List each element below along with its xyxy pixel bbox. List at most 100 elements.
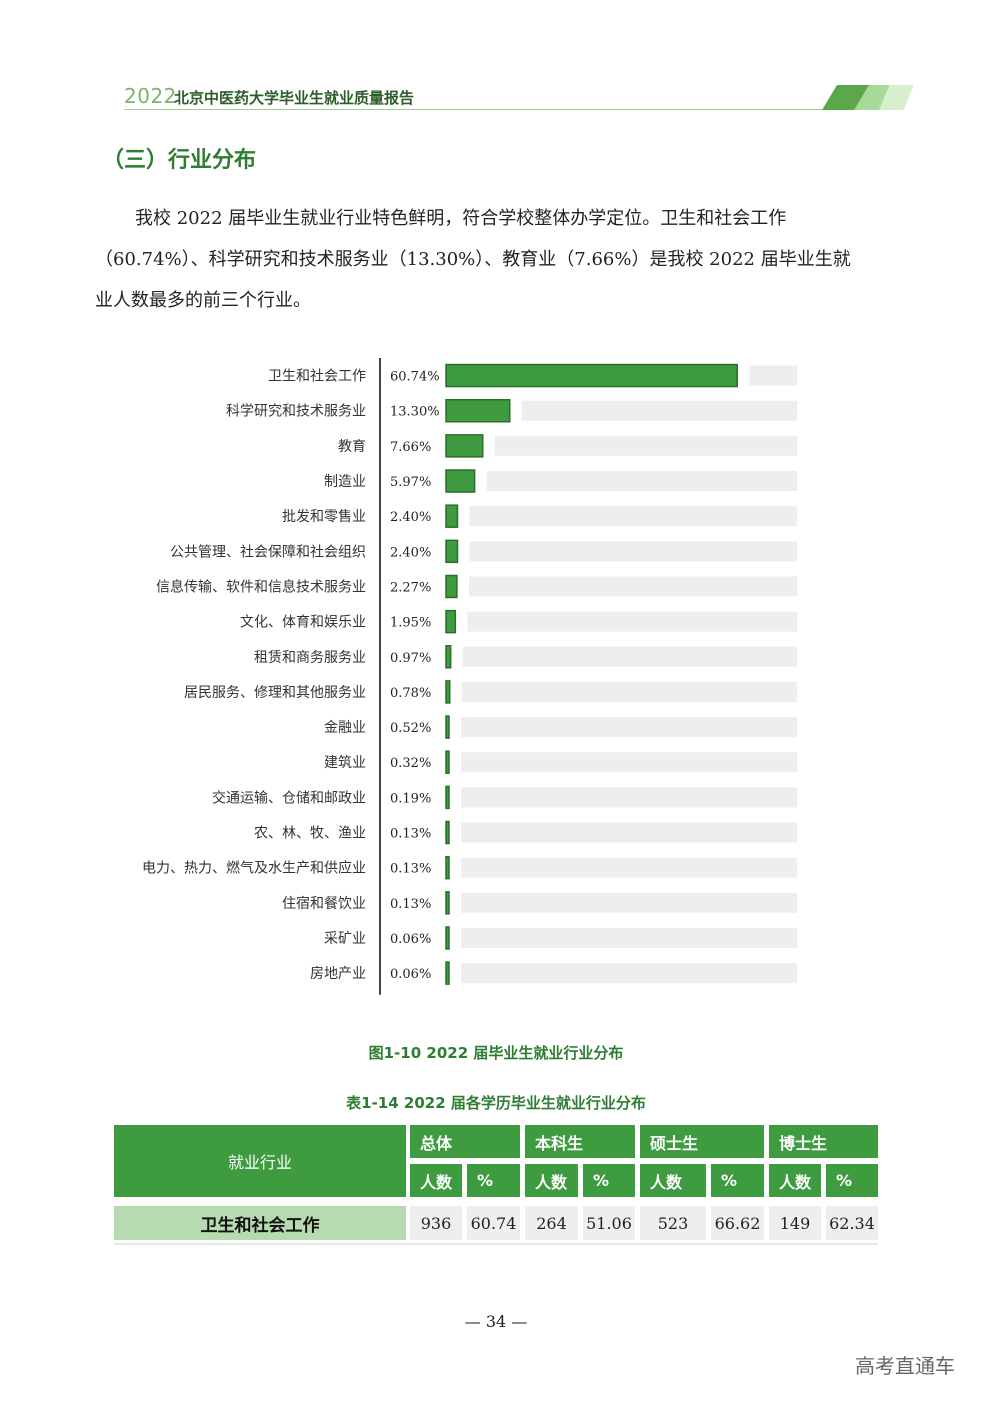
- category-label: 公共管理、社会保障和社会组织: [170, 544, 366, 560]
- table-cell: 60.74: [467, 1206, 520, 1240]
- subheader-percent: %: [467, 1164, 520, 1197]
- bar-track: [494, 435, 797, 456]
- subheader-count: 人数: [525, 1164, 578, 1197]
- group-header-total: 总体: [410, 1125, 520, 1158]
- subheader-count: 人数: [640, 1164, 706, 1197]
- data-label: 0.13%: [390, 897, 431, 912]
- table-cell: 149: [769, 1206, 821, 1240]
- page-number: — 34 —: [464, 1312, 528, 1331]
- data-label: 2.40%: [390, 510, 431, 525]
- bar-track: [461, 681, 797, 702]
- subheader-percent: %: [583, 1164, 635, 1197]
- table-bottom-rule: [114, 1243, 878, 1245]
- table-cell: 264: [525, 1206, 578, 1240]
- bar: [445, 574, 458, 599]
- bar: [445, 504, 459, 528]
- data-label: 0.13%: [390, 827, 431, 842]
- category-label: 租赁和商务服务业: [254, 650, 366, 666]
- bar-track: [461, 717, 797, 738]
- paragraph-line: 我校 2022 届毕业生就业行业特色鲜明，符合学校整体办学定位。卫生和社会工作: [135, 208, 787, 229]
- category-label: 房地产业: [310, 966, 366, 982]
- page-header: 2022 北京中医药大学毕业生就业质量报告: [124, 82, 924, 112]
- body-paragraph: 我校 2022 届毕业生就业行业特色鲜明，符合学校整体办学定位。卫生和社会工作 …: [95, 198, 887, 321]
- bar: [445, 926, 450, 950]
- bar: [445, 961, 450, 985]
- category-label: 制造业: [324, 474, 366, 490]
- chart-canvas: 卫生和社会工作 60.74% 科学研究和技术服务业 13.30% 教育 7.66% 制造业 5…: [142, 358, 797, 995]
- group-header-doctor: 博士生: [769, 1125, 878, 1158]
- bar-track: [461, 752, 797, 773]
- category-label: 农、林、牧、渔业: [254, 826, 366, 842]
- category-label: 建筑业: [324, 755, 366, 771]
- data-label: 0.32%: [390, 756, 431, 771]
- header-title: 北京中医药大学毕业生就业质量报告: [174, 89, 415, 107]
- bar: [445, 469, 476, 493]
- table-cell: 523: [640, 1206, 706, 1240]
- watermark: 高考直通车: [855, 1354, 955, 1378]
- bar-track: [749, 365, 797, 386]
- data-label: 0.06%: [390, 967, 431, 982]
- data-label: 2.40%: [390, 545, 431, 560]
- category-label: 电力、热力、燃气及水生产和供应业: [142, 860, 366, 877]
- bar: [445, 539, 459, 564]
- bar-track: [469, 506, 797, 527]
- bar: [445, 855, 450, 880]
- bar: [445, 891, 450, 915]
- table-caption: 表1-14 2022 届各学历毕业生就业行业分布: [346, 1094, 646, 1112]
- bar-track: [469, 541, 797, 562]
- data-label: 5.97%: [390, 475, 431, 490]
- bar-track: [461, 927, 797, 948]
- bar: [445, 434, 484, 458]
- bar-track: [461, 822, 797, 843]
- data-label: 0.97%: [390, 651, 431, 666]
- category-label: 交通运输、仓储和邮政业: [212, 789, 366, 806]
- category-label: 卫生和社会工作: [268, 369, 366, 385]
- bar: [445, 680, 451, 704]
- table-cell: 66.62: [711, 1206, 764, 1240]
- subheader-percent: %: [711, 1164, 764, 1197]
- group-header-master: 硕士生: [640, 1125, 764, 1158]
- category-label: 教育: [338, 439, 366, 455]
- bar: [445, 715, 450, 739]
- industry-bar-chart: 卫生和社会工作 60.74% 科学研究和技术服务业 13.30% 教育 7.66% 制造业 5…: [0, 350, 992, 1000]
- category-label: 采矿业: [324, 931, 366, 947]
- bar: [445, 398, 511, 423]
- bar: [445, 820, 450, 845]
- data-label: 2.27%: [390, 580, 431, 595]
- bar-track: [486, 471, 797, 492]
- paragraph-line: 业人数最多的前三个行业。: [95, 290, 311, 311]
- category-label: 信息传输、软件和信息技术服务业: [156, 578, 366, 595]
- data-label: 0.52%: [390, 721, 431, 736]
- category-label: 居民服务、修理和其他服务业: [184, 685, 366, 701]
- bar: [445, 609, 457, 634]
- data-label: 0.19%: [390, 791, 431, 806]
- category-label: 批发和零售业: [282, 509, 366, 525]
- subheader-percent: %: [826, 1164, 878, 1197]
- subheader-count: 人数: [769, 1164, 821, 1197]
- category-label: 金融业: [324, 720, 366, 736]
- data-label: 0.78%: [390, 686, 431, 701]
- bar: [445, 363, 738, 388]
- bar-track: [468, 576, 797, 597]
- header-year: 2022: [124, 84, 177, 108]
- bar-track: [521, 400, 797, 421]
- bar: [445, 645, 452, 669]
- section-title: （三）行业分布: [102, 148, 257, 173]
- data-label: 1.95%: [390, 616, 431, 631]
- bar-track: [461, 787, 797, 808]
- table-corner-header: 就业行业: [114, 1125, 406, 1197]
- bar: [445, 750, 450, 774]
- group-header-bachelor: 本科生: [525, 1125, 635, 1158]
- paragraph-line: （60.74%）、科学研究和技术服务业（13.30%）、教育业（7.66%）是我…: [95, 249, 851, 270]
- bar-track: [461, 857, 797, 878]
- figure-caption: 图1-10 2022 届毕业生就业行业分布: [368, 1044, 624, 1062]
- row-label: 卫生和社会工作: [114, 1206, 406, 1240]
- bar: [445, 785, 450, 810]
- industry-table: 就业行业 总体 本科生 硕士生 博士生 人数 % 人数 % 人数 % 人数 % …: [114, 1125, 878, 1250]
- bar-track: [461, 963, 797, 984]
- data-label: 13.30%: [390, 405, 440, 420]
- table-cell: 936: [410, 1206, 462, 1240]
- category-label: 科学研究和技术服务业: [226, 404, 366, 420]
- bar-track: [461, 892, 797, 913]
- data-label: 60.74%: [390, 370, 440, 385]
